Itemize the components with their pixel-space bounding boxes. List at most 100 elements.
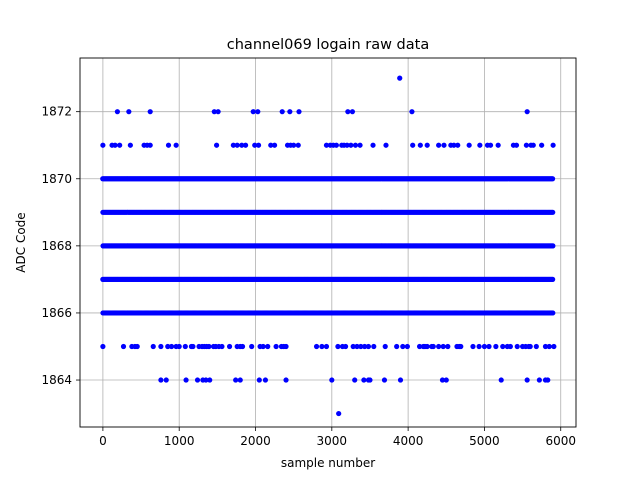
data-point: [239, 142, 245, 148]
data-point: [397, 75, 403, 81]
data-point: [361, 377, 367, 383]
data-point: [436, 343, 442, 350]
data-point: [250, 109, 256, 115]
data-point: [287, 109, 293, 115]
data-point: [417, 142, 423, 148]
data-point: [367, 377, 373, 383]
data-point: [283, 377, 289, 383]
x-tick-label: 1000: [164, 434, 195, 448]
data-point: [476, 343, 482, 350]
data-point: [394, 343, 400, 350]
data-point: [147, 142, 153, 148]
data-point: [165, 343, 171, 350]
data-point: [313, 343, 320, 350]
data-point: [344, 142, 350, 148]
data-point: [213, 142, 220, 148]
data-point: [120, 343, 127, 350]
data-point: [271, 142, 278, 148]
data-point: [400, 343, 406, 350]
data-point: [513, 142, 520, 148]
data-point: [370, 142, 376, 148]
data-point: [546, 343, 552, 350]
data-point: [239, 343, 246, 350]
data-point: [262, 377, 269, 383]
data-point: [336, 410, 342, 417]
data-point: [357, 142, 363, 148]
data-point: [127, 142, 133, 148]
data-point: [536, 377, 542, 383]
data-point: [329, 377, 335, 383]
data-point: [296, 109, 302, 115]
data-point: [354, 343, 360, 350]
data-point: [542, 343, 549, 350]
data-point: [382, 343, 388, 350]
data-point: [345, 109, 351, 115]
data-point: [383, 142, 389, 148]
data-point: [252, 142, 258, 148]
data-point: [211, 109, 217, 115]
data-point: [533, 343, 539, 350]
data-point: [495, 142, 501, 148]
y-tick-label: 1870: [41, 172, 72, 186]
data-point: [319, 343, 325, 350]
data-point: [550, 142, 556, 148]
data-point: [424, 343, 430, 350]
data-point: [100, 343, 106, 350]
data-point: [215, 109, 221, 115]
data-point: [173, 142, 179, 148]
data-point: [147, 109, 153, 115]
data-point: [242, 142, 249, 148]
data-point: [183, 377, 189, 383]
data-point: [168, 343, 175, 350]
data-point: [349, 109, 356, 115]
x-tick-label: 4000: [393, 434, 424, 448]
data-point: [410, 142, 416, 148]
data-point: [117, 142, 123, 148]
data-point: [335, 343, 341, 350]
data-point: [436, 142, 442, 148]
data-point: [358, 343, 364, 350]
data-point: [342, 343, 349, 350]
x-tick-label: 6000: [545, 434, 576, 448]
data-point: [207, 377, 213, 383]
data-point: [348, 142, 354, 148]
data-point: [381, 377, 388, 383]
data-point: [481, 343, 488, 350]
data-point: [530, 142, 536, 148]
data-point: [150, 343, 156, 350]
data-point: [477, 142, 483, 148]
data-point: [350, 343, 356, 350]
grid-lines: [80, 58, 576, 427]
data-point: [397, 377, 404, 383]
data-point: [126, 109, 132, 115]
data-point: [493, 343, 499, 350]
data-point: [458, 343, 464, 350]
data-point: [255, 142, 262, 148]
data-point: [550, 243, 556, 249]
data-point: [551, 343, 557, 350]
data-point: [507, 343, 513, 350]
data-point: [443, 377, 449, 383]
data-point: [470, 343, 476, 350]
y-tick-label: 1868: [41, 239, 72, 253]
data-point: [539, 142, 545, 148]
x-tick-label: 5000: [469, 434, 500, 448]
data-point: [323, 343, 330, 350]
y-tick-label: 1872: [41, 105, 72, 119]
axis-ticks: 0 1000 2000 3000 4000 5000 6000 1864 1866 1868 187…: [41, 105, 576, 448]
data-point: [440, 343, 446, 350]
data-point: [523, 142, 530, 148]
data-point: [416, 343, 423, 350]
data-point: [114, 109, 120, 115]
data-point: [524, 377, 530, 383]
x-tick-label: 3000: [317, 434, 348, 448]
data-point: [279, 109, 285, 115]
data-point: [362, 343, 368, 350]
data-point: [265, 343, 271, 350]
data-point: [283, 343, 289, 350]
plot-frame: [79, 57, 577, 428]
data-point: [182, 343, 188, 350]
data-point: [550, 310, 556, 316]
